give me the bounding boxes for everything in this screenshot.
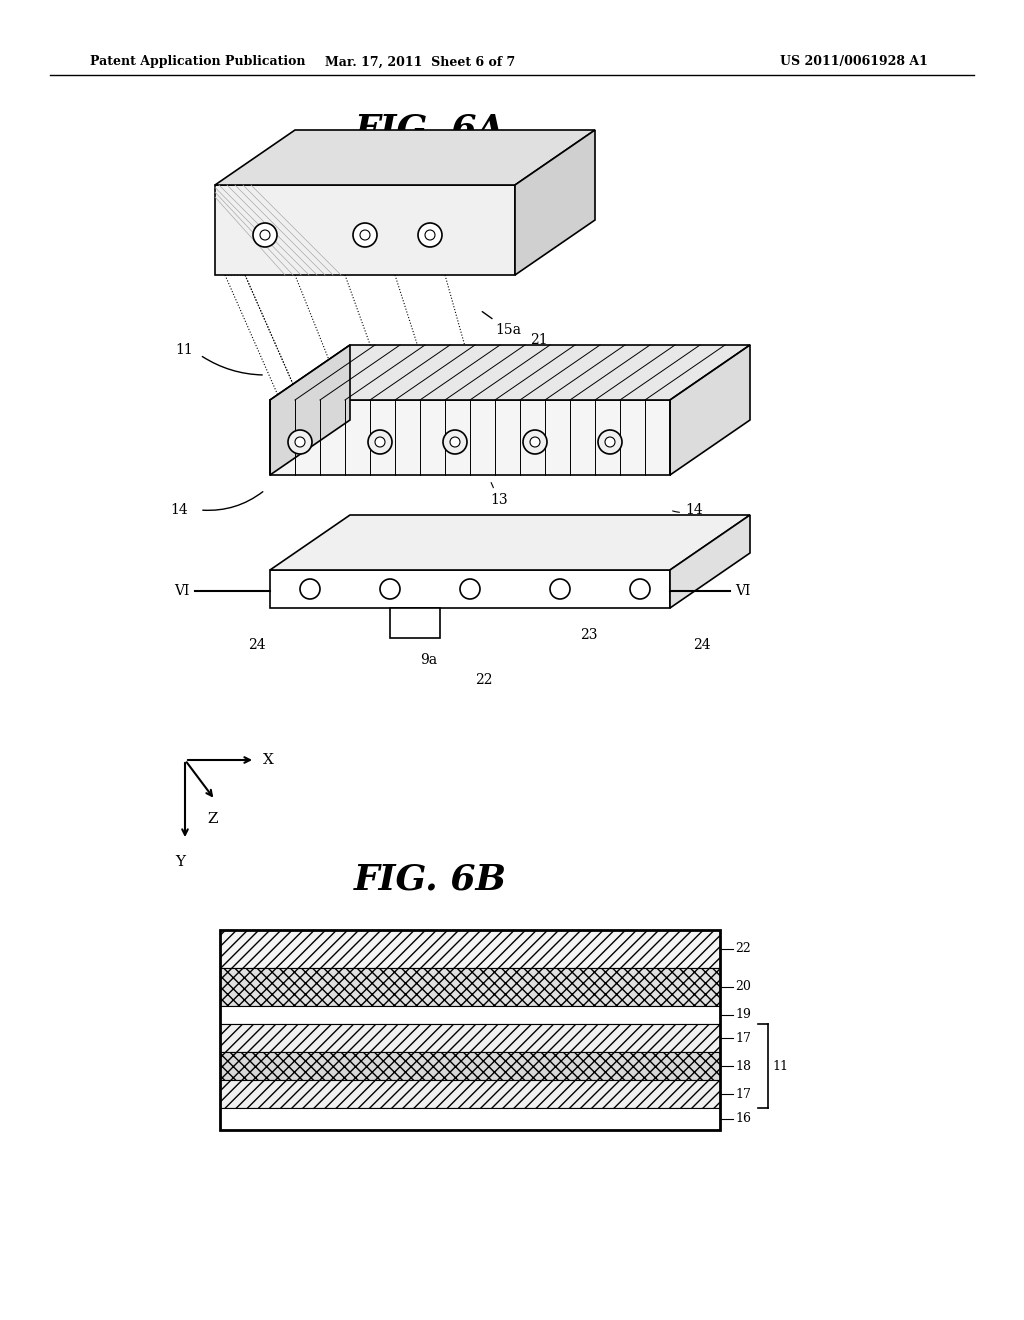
Bar — [220, 1052, 720, 1080]
Bar — [220, 931, 720, 968]
Text: 9a: 9a — [420, 653, 437, 667]
Text: 16: 16 — [735, 1113, 751, 1126]
Circle shape — [295, 437, 305, 447]
Circle shape — [443, 430, 467, 454]
Circle shape — [523, 430, 547, 454]
Bar — [220, 1107, 720, 1130]
Polygon shape — [215, 129, 595, 185]
Bar — [220, 968, 720, 1006]
Polygon shape — [270, 345, 350, 475]
Text: 17: 17 — [735, 1031, 751, 1044]
Text: VI: VI — [735, 583, 751, 598]
Polygon shape — [215, 185, 515, 275]
Bar — [220, 1080, 720, 1107]
Text: Patent Application Publication: Patent Application Publication — [90, 55, 305, 69]
Circle shape — [380, 579, 400, 599]
Text: 14: 14 — [170, 503, 187, 517]
Text: 13: 13 — [490, 483, 508, 507]
Circle shape — [418, 223, 442, 247]
Circle shape — [288, 430, 312, 454]
Bar — [220, 931, 720, 1130]
Text: 15a: 15a — [482, 312, 521, 337]
Text: 15: 15 — [352, 158, 447, 194]
Circle shape — [605, 437, 615, 447]
Text: 19: 19 — [735, 1008, 751, 1022]
Text: 23: 23 — [580, 628, 597, 642]
Circle shape — [450, 437, 460, 447]
Polygon shape — [270, 515, 750, 570]
Circle shape — [550, 579, 570, 599]
Text: 24: 24 — [248, 638, 265, 652]
Circle shape — [360, 230, 370, 240]
Text: 21: 21 — [530, 333, 548, 352]
Circle shape — [353, 223, 377, 247]
Circle shape — [530, 437, 540, 447]
Circle shape — [460, 579, 480, 599]
Text: Y: Y — [175, 855, 185, 869]
Circle shape — [425, 230, 435, 240]
Polygon shape — [670, 345, 750, 475]
Circle shape — [368, 430, 392, 454]
Text: 18: 18 — [735, 1060, 751, 1072]
Circle shape — [253, 223, 278, 247]
Text: 11: 11 — [772, 1060, 788, 1072]
Text: 24: 24 — [693, 638, 711, 652]
Text: 14: 14 — [673, 503, 702, 517]
Polygon shape — [670, 515, 750, 609]
Circle shape — [300, 579, 319, 599]
Text: 17: 17 — [735, 1088, 751, 1101]
Bar — [270, 400, 670, 475]
Text: FIG. 6A: FIG. 6A — [354, 114, 505, 147]
Polygon shape — [515, 129, 595, 275]
Bar — [220, 1006, 720, 1024]
Text: FIG. 6B: FIG. 6B — [353, 863, 507, 898]
Text: 22: 22 — [735, 942, 751, 956]
Circle shape — [598, 430, 622, 454]
Text: 11: 11 — [175, 343, 193, 356]
Text: 9: 9 — [710, 352, 719, 367]
Text: VI: VI — [175, 583, 190, 598]
Text: US 2011/0061928 A1: US 2011/0061928 A1 — [780, 55, 928, 69]
Text: 20: 20 — [735, 981, 751, 994]
Polygon shape — [270, 570, 670, 609]
Bar — [220, 1024, 720, 1052]
Circle shape — [375, 437, 385, 447]
Text: 22: 22 — [475, 673, 493, 686]
Text: X: X — [263, 752, 273, 767]
Polygon shape — [390, 609, 440, 638]
Text: Mar. 17, 2011  Sheet 6 of 7: Mar. 17, 2011 Sheet 6 of 7 — [325, 55, 515, 69]
Circle shape — [630, 579, 650, 599]
Text: Z: Z — [208, 812, 218, 826]
Text: 9c: 9c — [673, 422, 709, 437]
Polygon shape — [270, 345, 750, 400]
Circle shape — [260, 230, 270, 240]
